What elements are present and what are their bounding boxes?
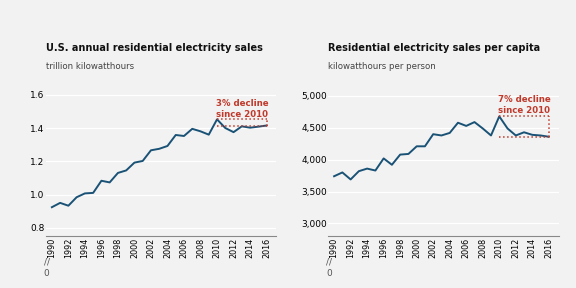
Text: Residential electricity sales per capita: Residential electricity sales per capita xyxy=(328,43,540,54)
Text: 3% decline
since 2010: 3% decline since 2010 xyxy=(215,99,268,119)
Text: trillion kilowatthours: trillion kilowatthours xyxy=(46,62,134,71)
Text: 0: 0 xyxy=(326,269,332,278)
Text: kilowatthours per person: kilowatthours per person xyxy=(328,62,436,71)
Text: //: // xyxy=(326,257,332,266)
Text: //: // xyxy=(44,257,50,266)
Text: U.S. annual residential electricity sales: U.S. annual residential electricity sale… xyxy=(46,43,263,54)
Text: 0: 0 xyxy=(44,269,50,278)
Text: 7% decline
since 2010: 7% decline since 2010 xyxy=(498,95,551,115)
